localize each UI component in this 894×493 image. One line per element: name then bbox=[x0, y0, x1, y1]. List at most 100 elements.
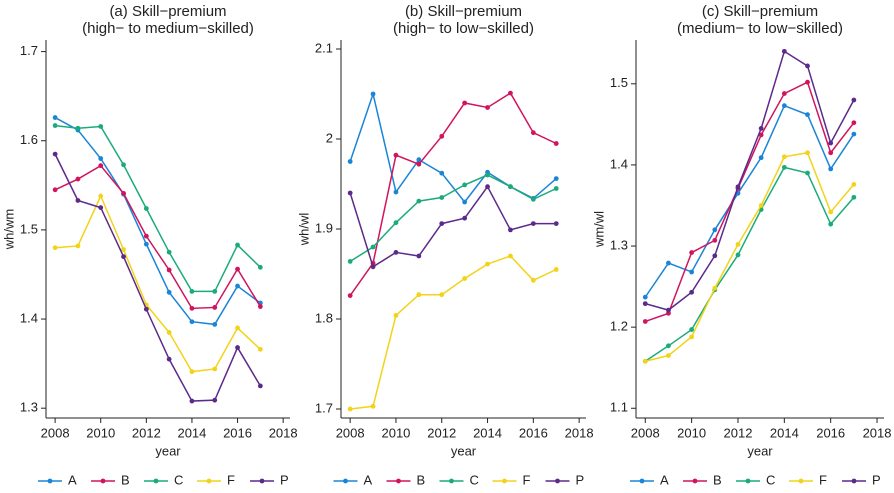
x-axis-label: year bbox=[155, 443, 181, 458]
data-point bbox=[143, 306, 149, 312]
y-tick-label: 1.9 bbox=[315, 220, 333, 235]
series-line bbox=[55, 124, 261, 293]
x-tick-label: 2018 bbox=[269, 425, 298, 440]
data-point bbox=[439, 221, 445, 227]
x-tick-label: 2008 bbox=[41, 425, 70, 440]
series-line bbox=[644, 104, 855, 298]
data-point bbox=[462, 100, 468, 106]
legend-label: F bbox=[523, 472, 531, 487]
legend-label: A bbox=[364, 472, 373, 487]
data-point bbox=[758, 132, 764, 138]
data-point bbox=[143, 241, 149, 247]
chart-subtitle: (medium− to low−skilled) bbox=[677, 20, 843, 37]
legend-label: B bbox=[121, 472, 130, 487]
data-point bbox=[851, 97, 857, 103]
data-point bbox=[212, 321, 218, 327]
data-point bbox=[553, 186, 559, 191]
data-point bbox=[166, 356, 172, 362]
x-axis-label: year bbox=[451, 443, 477, 458]
data-point bbox=[851, 181, 857, 187]
data-point bbox=[212, 305, 218, 310]
data-point bbox=[98, 205, 104, 211]
legend-marker bbox=[555, 478, 560, 484]
data-point bbox=[805, 79, 810, 85]
data-point bbox=[642, 294, 648, 300]
data-point bbox=[666, 260, 671, 266]
data-point bbox=[393, 220, 399, 226]
data-point bbox=[416, 198, 422, 204]
data-point bbox=[393, 189, 399, 195]
data-point bbox=[257, 383, 263, 389]
y-tick-label: 1.6 bbox=[20, 132, 38, 147]
series-line bbox=[54, 116, 261, 326]
x-tick-label: 2016 bbox=[816, 425, 845, 440]
y-tick-label: 1.7 bbox=[20, 43, 38, 58]
data-point bbox=[508, 90, 513, 96]
data-point bbox=[805, 63, 810, 69]
series-line bbox=[350, 255, 557, 410]
data-point bbox=[347, 190, 353, 196]
data-point bbox=[642, 301, 648, 307]
legend-marker bbox=[206, 478, 212, 484]
chart-title: (a) Skill−premium bbox=[109, 3, 226, 20]
x-tick-label: 2010 bbox=[86, 425, 115, 440]
data-point bbox=[553, 176, 559, 182]
series-line bbox=[645, 151, 855, 362]
legend-label: B bbox=[417, 472, 426, 487]
y-axis-label: wm/wl bbox=[591, 211, 606, 248]
data-point bbox=[828, 150, 834, 156]
data-point bbox=[235, 266, 240, 272]
data-point bbox=[98, 124, 104, 129]
data-point bbox=[781, 154, 787, 160]
data-point bbox=[462, 215, 468, 221]
data-point bbox=[98, 156, 104, 161]
chart-title: (b) Skill−premium bbox=[405, 3, 522, 20]
data-point bbox=[52, 187, 58, 193]
legend-marker bbox=[639, 478, 645, 484]
data-point bbox=[370, 264, 376, 270]
data-point bbox=[75, 125, 81, 131]
series-line bbox=[349, 174, 557, 263]
data-point bbox=[347, 159, 353, 164]
series-line bbox=[645, 50, 855, 311]
data-point bbox=[370, 244, 376, 250]
data-point bbox=[462, 276, 468, 281]
legend-marker bbox=[851, 478, 857, 484]
data-point bbox=[851, 194, 857, 200]
legend-marker bbox=[396, 478, 401, 484]
x-tick-label: 2018 bbox=[565, 425, 594, 440]
data-point bbox=[347, 259, 353, 264]
data-point bbox=[393, 152, 399, 158]
y-tick-label: 1.7 bbox=[315, 400, 333, 415]
data-point bbox=[439, 195, 445, 200]
data-point bbox=[235, 325, 240, 331]
x-tick-label: 2016 bbox=[519, 425, 548, 440]
data-point bbox=[553, 221, 559, 227]
data-point bbox=[121, 247, 126, 252]
legend-marker bbox=[798, 478, 804, 484]
series-line bbox=[349, 185, 557, 268]
data-point bbox=[689, 250, 695, 255]
data-point bbox=[485, 261, 490, 267]
data-point bbox=[805, 150, 810, 156]
data-point bbox=[75, 198, 81, 203]
data-point bbox=[189, 319, 195, 325]
legend-label: F bbox=[819, 472, 827, 487]
data-point bbox=[416, 161, 422, 167]
y-tick-label: 1.4 bbox=[610, 156, 628, 171]
data-point bbox=[166, 267, 172, 273]
data-point bbox=[189, 289, 195, 294]
x-tick-label: 2012 bbox=[724, 425, 753, 440]
data-point bbox=[851, 120, 857, 126]
data-point bbox=[758, 155, 764, 161]
data-point bbox=[805, 170, 810, 176]
data-point bbox=[689, 327, 695, 332]
x-tick-label: 2016 bbox=[223, 425, 252, 440]
legend-label: C bbox=[174, 472, 183, 487]
data-point bbox=[439, 170, 445, 176]
x-tick-label: 2018 bbox=[863, 425, 892, 440]
data-point bbox=[257, 264, 263, 270]
data-point bbox=[508, 227, 513, 233]
data-point bbox=[689, 289, 695, 295]
